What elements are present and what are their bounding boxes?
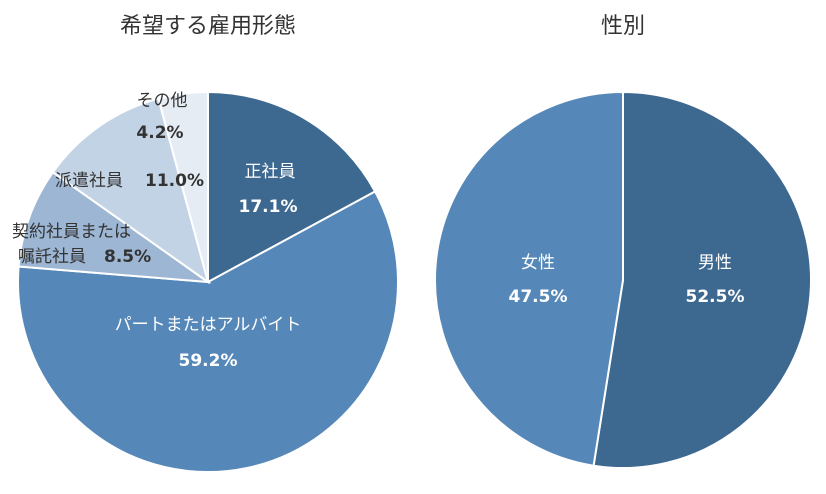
label-haken: 派遣社員	[55, 171, 123, 191]
chart-title-gender: 性別	[600, 14, 645, 39]
value-keiyaku: 8.5%	[104, 247, 151, 267]
pie-slice	[592, 90, 812, 469]
value-haken: 11.0%	[145, 171, 204, 191]
label-keiyaku-1: 契約社員または	[12, 222, 131, 242]
pie-slice	[51, 97, 210, 285]
label-female: 女性	[521, 253, 555, 273]
pie-slice	[17, 170, 212, 284]
value-part: 59.2%	[179, 351, 238, 371]
gender-pie	[434, 90, 812, 469]
label-part: パートまたはアルバイト	[115, 315, 302, 335]
label-other: その他	[137, 91, 188, 111]
value-other: 4.2%	[136, 123, 183, 143]
pie-slice	[434, 90, 624, 467]
value-seishain: 17.1%	[239, 197, 298, 217]
pie-slice	[157, 90, 209, 283]
label-male: 男性	[698, 253, 732, 273]
value-female: 47.5%	[509, 287, 568, 307]
value-male: 52.5%	[686, 287, 745, 307]
chart-title-employment: 希望する雇用形態	[119, 14, 296, 39]
pie-slice	[207, 90, 377, 284]
label-seishain: 正社員	[245, 162, 296, 182]
pie-slice	[17, 190, 399, 473]
label-keiyaku-2: 嘱託社員	[18, 247, 86, 267]
employment-pie	[17, 90, 399, 473]
